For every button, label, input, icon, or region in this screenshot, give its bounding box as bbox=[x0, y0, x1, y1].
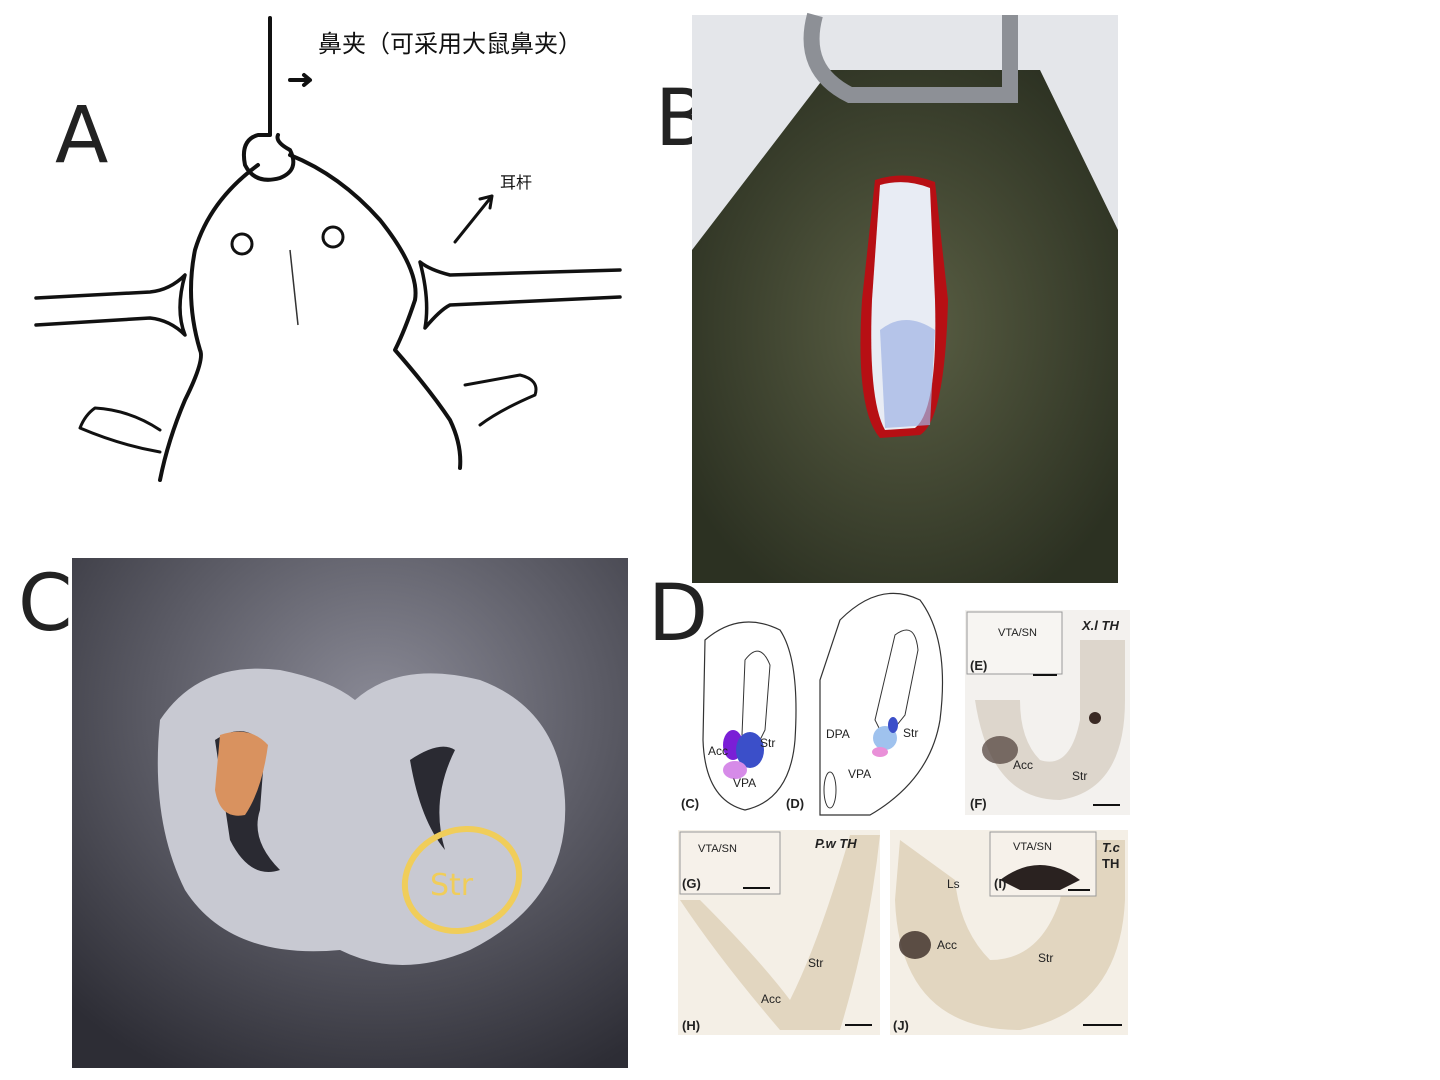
region-label: VTA/SN bbox=[698, 843, 737, 855]
subpanel-title: P.w TH bbox=[815, 836, 857, 851]
subpanel-title: X.l TH bbox=[1081, 618, 1119, 633]
subpanel-tag: (C) bbox=[681, 796, 699, 811]
subpanel-tag: (D) bbox=[786, 796, 804, 811]
region-label: Str bbox=[903, 726, 918, 740]
panel-label: C bbox=[18, 559, 72, 649]
region-label: Acc bbox=[1013, 758, 1033, 772]
region-label: DPA bbox=[826, 727, 850, 741]
subpanel-title: TH bbox=[1102, 856, 1119, 871]
region-label: Str bbox=[1072, 769, 1087, 783]
subpanel-tag: (E) bbox=[970, 658, 987, 673]
subpanel-tag: (G) bbox=[682, 876, 701, 891]
ear-bar-label: 耳杆 bbox=[500, 173, 532, 192]
panel-d: D Acc Str VPA (C) DPA Str VPA (D) VTA/SN… bbox=[648, 569, 1130, 1035]
panel-a: A 鼻夹（可采用大鼠鼻夹） 耳杆 bbox=[34, 16, 622, 482]
region-label: Str bbox=[430, 868, 474, 903]
subpanel-tag: (H) bbox=[682, 1018, 700, 1033]
subpanel-tag: (F) bbox=[970, 796, 987, 811]
region-label: Str bbox=[1038, 951, 1053, 965]
region-label: Acc bbox=[937, 938, 957, 952]
region-label: Acc bbox=[761, 992, 781, 1006]
region-label: VPA bbox=[733, 776, 756, 790]
subpanel-tag: (I) bbox=[994, 876, 1006, 891]
panel-b: B bbox=[655, 12, 1118, 583]
region-label: VTA/SN bbox=[1013, 841, 1052, 853]
nose-clamp-label: 鼻夹（可采用大鼠鼻夹） bbox=[318, 30, 582, 58]
region-label: VTA/SN bbox=[998, 627, 1037, 639]
panel-label: A bbox=[55, 91, 108, 181]
subpanel-title: T.c bbox=[1102, 840, 1121, 855]
region-label: Ls bbox=[947, 877, 960, 891]
region-label: VPA bbox=[848, 767, 871, 781]
panel-c: C Str bbox=[18, 558, 628, 1068]
region-label: Acc bbox=[708, 744, 728, 758]
panel-label: D bbox=[648, 569, 708, 659]
subpanel-tag: (J) bbox=[893, 1018, 909, 1033]
region-label: Str bbox=[760, 736, 775, 750]
region-label: Str bbox=[808, 956, 823, 970]
